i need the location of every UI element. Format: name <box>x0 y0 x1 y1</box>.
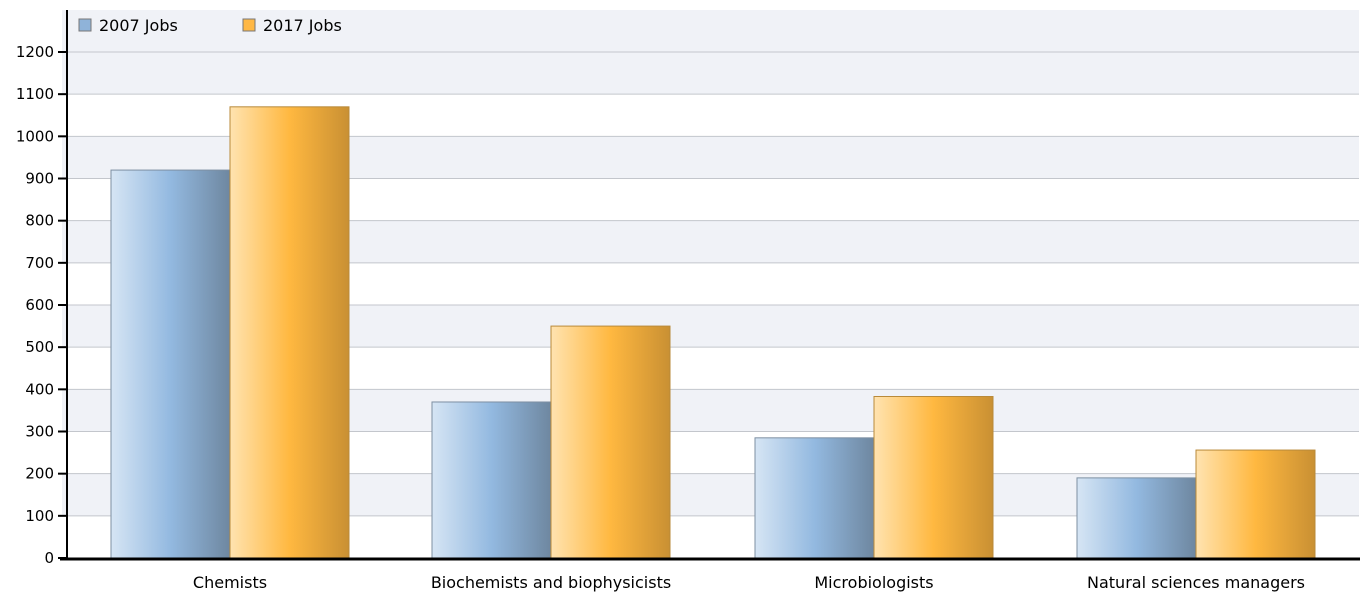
y-tick-label: 1100 <box>16 85 54 103</box>
bar-series2 <box>1195 449 1316 559</box>
y-tick-label: 600 <box>25 296 54 314</box>
y-tick-label: 500 <box>25 338 54 356</box>
legend-swatch <box>78 18 92 32</box>
legend-swatch <box>242 18 256 32</box>
x-category-label: Biochemists and biophysicists <box>431 573 671 592</box>
legend-label: 2017 Jobs <box>263 16 342 35</box>
bar-series2 <box>229 106 350 559</box>
legend-label: 2007 Jobs <box>99 16 178 35</box>
y-tick-label: 1200 <box>16 43 54 61</box>
bars <box>110 106 1316 559</box>
plot-band <box>62 52 1359 95</box>
y-axis-ticks: 0 100 200 300 400 500 600 700 800 900 1000 1100 1200 <box>16 43 67 567</box>
bar-series2 <box>873 396 994 559</box>
y-tick-label: 900 <box>25 170 54 188</box>
y-tick-label: 300 <box>25 423 54 441</box>
y-tick-label: 200 <box>25 465 54 483</box>
bar-series1 <box>431 401 552 559</box>
y-tick-label: 800 <box>25 212 54 230</box>
plot-band-top <box>62 10 1359 52</box>
bar-series1 <box>754 437 875 559</box>
x-category-label: Chemists <box>193 573 267 592</box>
legend: 2007 Jobs 2017 Jobs <box>78 16 342 35</box>
bar-series1 <box>110 169 231 559</box>
x-category-label: Microbiologists <box>814 573 933 592</box>
y-tick-label: 400 <box>25 380 54 398</box>
x-category-label: Natural sciences managers <box>1087 573 1305 592</box>
bar-series1 <box>1076 477 1197 559</box>
x-axis-labels: Chemists Biochemists and biophysicists Mic… <box>193 573 1305 592</box>
y-tick-label: 700 <box>25 254 54 272</box>
y-tick-label: 100 <box>25 507 54 525</box>
y-tick-label: 1000 <box>16 127 54 145</box>
bar-series2 <box>550 325 671 559</box>
axes <box>60 10 1360 561</box>
y-tick-label: 0 <box>44 549 54 567</box>
